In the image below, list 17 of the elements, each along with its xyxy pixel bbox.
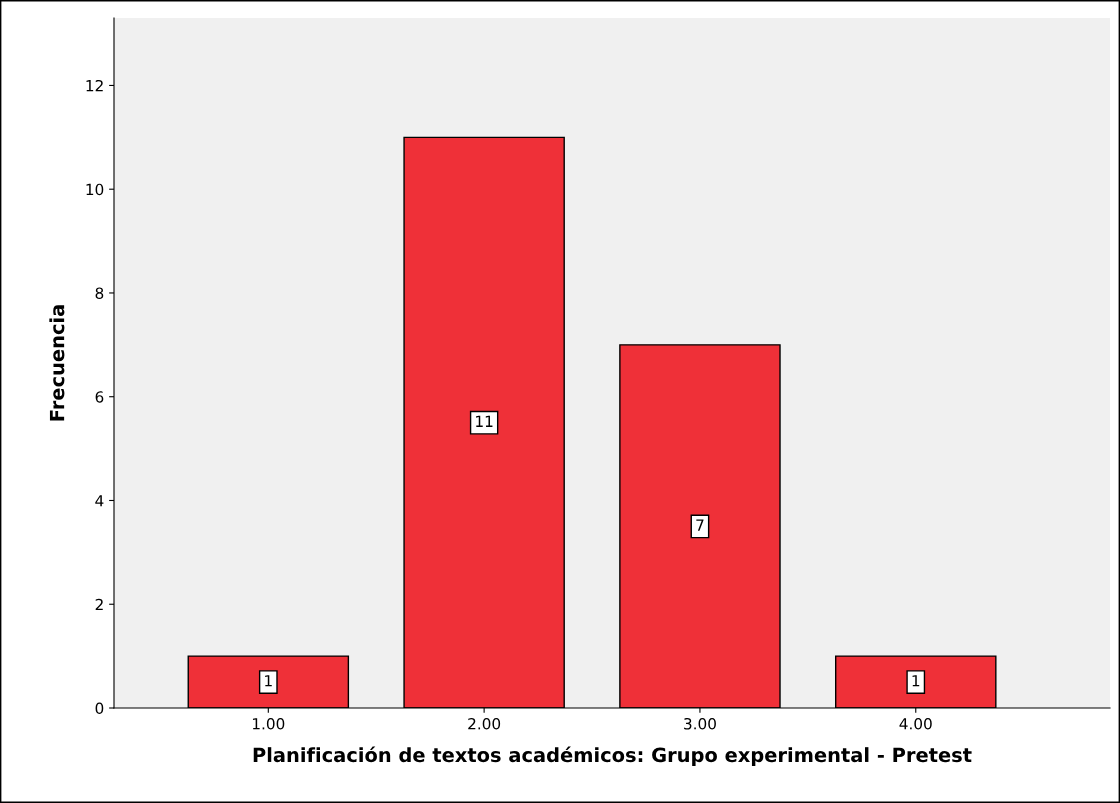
y-tick-label: 2 [95,598,103,611]
y-tick-label: 10 [86,183,104,196]
y-tick-label: 12 [86,79,103,92]
x-tick-label: 1.00 [252,717,285,730]
data-label: 1 [265,675,272,687]
x-tick-label: 4.00 [899,717,932,730]
data-label: 7 [696,519,704,531]
y-tick-label: 8 [95,287,104,299]
y-tick-label: 0 [95,702,104,715]
y-tick-label: 4 [95,495,104,507]
data-label: 1 [912,675,920,687]
x-tick-label: 2.00 [468,717,501,730]
x-tick-label: 3.00 [684,717,716,730]
x-axis-title: Planificación de textos académicos: Grupo experimental - Pretest [253,746,972,766]
data-label: 11 [476,415,493,427]
y-tick-label: 6 [95,391,104,403]
y-axis-title: Frecuencia [49,305,65,421]
